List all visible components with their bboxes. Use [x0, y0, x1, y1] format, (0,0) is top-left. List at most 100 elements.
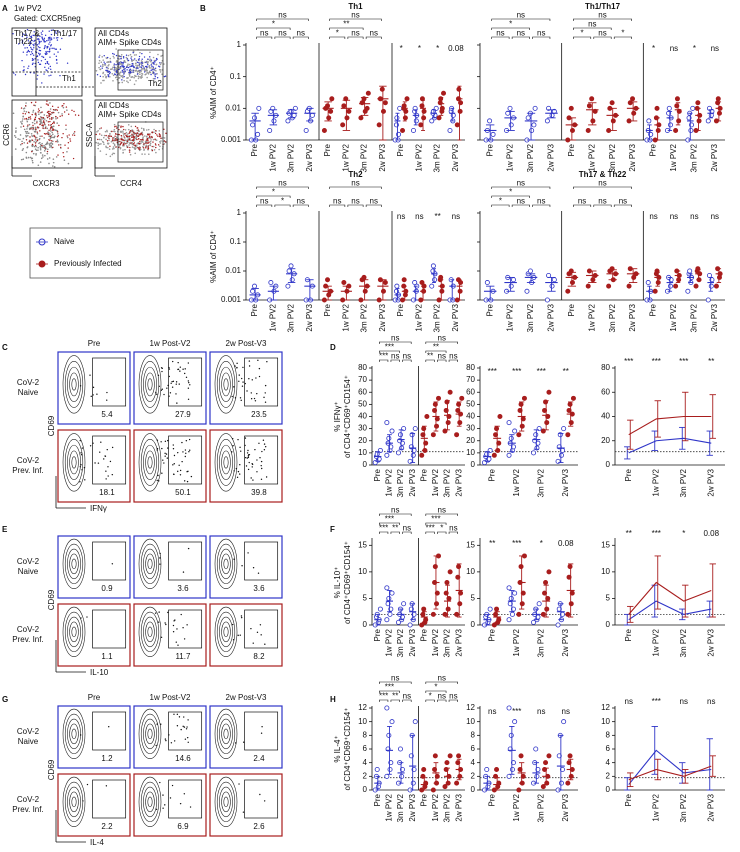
data-point: [341, 103, 347, 109]
event-dot: [107, 75, 110, 78]
event-dot: [156, 447, 159, 450]
event-dot: [53, 165, 56, 168]
chart-title: Th1/Th17: [585, 2, 621, 11]
event-dot: [158, 133, 161, 135]
contour: [145, 372, 155, 397]
event-dot: [26, 51, 28, 54]
event-dot: [149, 71, 152, 74]
event-dot: [62, 151, 64, 154]
event-dot: [103, 55, 105, 57]
event-dot: [108, 70, 111, 73]
x-tick-label: 1w PV2: [341, 303, 350, 331]
event-dot: [33, 145, 36, 148]
data-point: [493, 432, 499, 438]
event-dot: [133, 146, 135, 149]
event-dot: [48, 75, 50, 77]
event-dot: [155, 146, 157, 149]
y-axis-label: % IL-10⁺: [333, 567, 342, 599]
event-dot: [118, 73, 121, 75]
event-dot: [122, 144, 124, 146]
data-point: [506, 420, 512, 426]
event-dot: [53, 37, 55, 39]
event-dot: [159, 142, 162, 144]
event-dot: [53, 135, 56, 137]
data-point: [695, 100, 701, 106]
data-point: [490, 131, 496, 137]
event-dot: [33, 122, 36, 125]
event-dot: [41, 30, 44, 32]
event-dot: [50, 126, 52, 129]
event-dot: [120, 125, 122, 127]
event-dot: [102, 79, 104, 82]
data-point: [447, 569, 453, 575]
event-dot: [33, 140, 35, 143]
x-tick-label: 2w PV3: [710, 303, 719, 331]
data-point: [536, 601, 542, 607]
event-dot: [157, 374, 160, 377]
event-dot: [247, 455, 250, 457]
event-dot: [160, 55, 162, 57]
event-dot: [33, 40, 35, 42]
event-dot: [63, 103, 65, 105]
event-dot: [96, 131, 98, 133]
data-point: [559, 767, 565, 773]
event-dot: [149, 144, 152, 147]
event-dot: [123, 139, 125, 142]
event-dot: [258, 442, 260, 444]
contour: [71, 626, 77, 638]
event-dot: [86, 616, 88, 618]
event-dot: [113, 73, 116, 75]
event-dot: [112, 79, 114, 82]
event-dot: [186, 736, 189, 739]
event-dot: [34, 104, 37, 107]
event-dot: [146, 69, 149, 72]
event-dot: [109, 460, 112, 463]
event-dot: [182, 571, 185, 573]
contour: [223, 558, 229, 570]
contour: [219, 548, 233, 580]
event-dot: [238, 783, 240, 785]
event-dot: [44, 154, 46, 157]
contour: [140, 543, 160, 585]
event-dot: [137, 129, 140, 131]
data-point: [654, 105, 660, 111]
significance-label: ns: [403, 524, 411, 533]
event-dot: [139, 51, 141, 54]
event-dot: [126, 139, 129, 141]
event-dot: [260, 467, 263, 470]
event-dot: [259, 793, 261, 796]
event-dot: [156, 439, 159, 441]
event-dot: [41, 116, 43, 119]
x-tick-label: 2w PV3: [628, 303, 637, 331]
event-dot: [102, 75, 104, 78]
y-tick-label: 60: [601, 387, 610, 396]
significance-label: ns: [598, 29, 606, 38]
event-dot: [26, 146, 29, 149]
event-dot: [115, 70, 118, 73]
event-dot: [37, 111, 39, 113]
event-dot: [21, 123, 23, 125]
contour: [147, 456, 153, 469]
event-dot: [164, 804, 166, 806]
event-dot: [42, 125, 44, 128]
significance-label: ns: [680, 697, 688, 706]
event-dot: [49, 110, 51, 113]
event-dot: [244, 456, 247, 459]
event-dot: [26, 142, 29, 144]
y-tick-label: 10: [466, 717, 475, 726]
gate-value: 6.9: [177, 822, 189, 831]
significance-bracket: [573, 204, 592, 207]
significance-label: ***: [431, 515, 440, 524]
data-point: [444, 580, 450, 586]
data-point: [374, 451, 380, 457]
event-dot: [233, 558, 235, 560]
event-dot: [119, 146, 122, 149]
event-dot: [35, 128, 37, 131]
event-dot: [35, 113, 37, 115]
event-dot: [48, 162, 50, 165]
event-dot: [145, 68, 148, 71]
significance-bracket: [425, 341, 458, 344]
data-point: [667, 122, 673, 128]
event-dot: [255, 377, 257, 379]
data-point: [609, 100, 615, 106]
